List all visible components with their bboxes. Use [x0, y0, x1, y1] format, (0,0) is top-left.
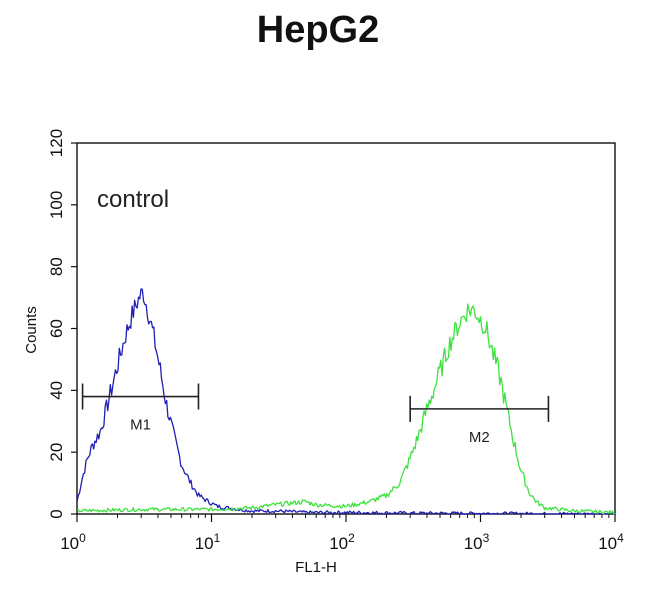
control-annotation: control: [97, 186, 169, 213]
histogram-series-2: [76, 303, 616, 515]
y-tick-label: 0: [47, 509, 66, 518]
x-axis-label: FL1-H: [295, 559, 337, 576]
y-tick-label: 80: [47, 257, 66, 276]
chart-title: HepG2: [257, 9, 379, 51]
y-tick-label: 40: [47, 381, 66, 400]
histogram-series-1: [76, 288, 616, 515]
marker-label: M1: [130, 417, 151, 434]
marker-label: M2: [469, 429, 490, 446]
y-axis: 0 20 40 60 80 100 120: [47, 129, 77, 519]
x-tick-label: 101: [195, 531, 221, 553]
x-axis: 100 101 102 103 104: [60, 514, 624, 553]
x-tick-label: 100: [60, 531, 86, 553]
y-tick-label: 100: [47, 191, 66, 219]
series-layer: [76, 288, 616, 515]
x-tick-label: 102: [329, 531, 355, 553]
y-tick-label: 60: [47, 319, 66, 338]
y-tick-label: 20: [47, 443, 66, 462]
y-tick-label: 120: [47, 129, 66, 157]
x-tick-label: 104: [598, 531, 624, 553]
y-axis-label: Counts: [23, 306, 40, 354]
x-tick-label: 103: [464, 531, 490, 553]
gate-markers: M1 M2: [81, 383, 550, 446]
